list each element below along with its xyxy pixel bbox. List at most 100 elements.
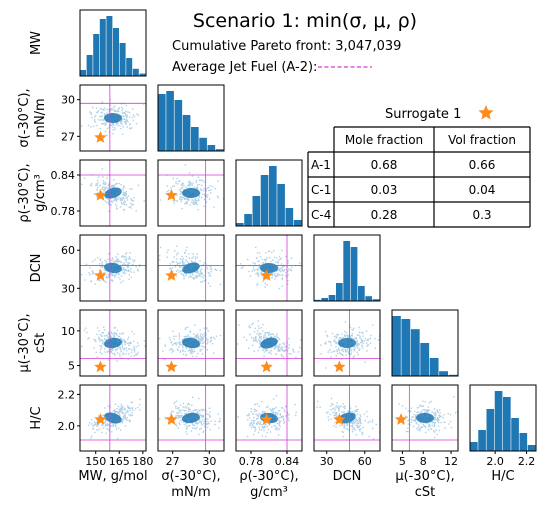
panel-frame [79, 9, 147, 77]
y-tick-label: 0.84 [51, 169, 76, 182]
panel-frame [157, 159, 225, 227]
x-axis-label: σ(-30°C), [161, 469, 220, 484]
histogram-bar [511, 418, 519, 451]
panel-MW-vs-MW [79, 9, 147, 77]
histogram-bar [191, 127, 199, 151]
panel-frame [157, 84, 225, 152]
table-header-cell: Vol fraction [448, 133, 516, 147]
panel-rho-vs-MW: 0.84 0.78 [51, 159, 147, 227]
histogram-bar [252, 196, 261, 226]
histogram-bar [527, 445, 536, 451]
x-axis-label: MW, g/mol [78, 469, 147, 484]
y-tick-label: 2.2 [58, 388, 76, 401]
panel-mu-vs-mu [391, 309, 459, 377]
x-tick-label: 2.2 [518, 455, 536, 468]
panel-rho-vs-sigma [157, 159, 225, 227]
y-tick-label: 0.78 [51, 205, 76, 218]
surrogate-star [94, 413, 107, 425]
x-tick-label: 165 [109, 455, 130, 468]
panel-HC-vs-mu: 5 8 12 [391, 384, 459, 468]
panel-frame [313, 234, 381, 302]
surrogate-star [94, 188, 107, 201]
y-tick-label: 60 [61, 244, 75, 257]
y-axis-label: MW [29, 31, 44, 55]
panel-frame [235, 234, 303, 302]
histogram-bar [86, 55, 93, 76]
y-tick-label: 2.0 [58, 420, 76, 433]
histogram-bar [215, 149, 224, 151]
scatter-core [182, 412, 200, 424]
histogram-bar [106, 16, 113, 76]
panel-DCN-vs-DCN [313, 234, 381, 302]
histogram-bar [420, 343, 430, 376]
table-cell: A-1 [311, 158, 331, 172]
y-axis-label: ρ(-30°C), [17, 163, 32, 222]
histogram-bar [350, 247, 358, 301]
panel-HC-vs-DCN: 30 60 [313, 384, 381, 468]
panel-frame [79, 84, 147, 152]
panel-frame [313, 309, 381, 377]
histogram-bar [410, 329, 420, 376]
x-tick-label: 5 [399, 455, 406, 468]
surrogate-star [333, 360, 346, 373]
panel-DCN-vs-MW: 60 30 [61, 234, 147, 302]
histogram-bar [236, 223, 244, 226]
panel-mu-vs-sigma [157, 309, 225, 377]
histogram-bar [269, 166, 277, 226]
y-axis-label: DCN [29, 254, 44, 283]
table-cell: 0.68 [371, 158, 398, 172]
histogram-bar [429, 358, 439, 376]
x-tick-label: 150 [85, 455, 106, 468]
scatter-core [338, 412, 356, 424]
scatter-core [260, 263, 278, 273]
y-tick-label: 30 [61, 94, 75, 107]
panel-frame [235, 309, 303, 377]
y-tick-label: 10 [61, 325, 75, 338]
panel-mu-vs-DCN [313, 309, 381, 377]
table-header-cell: Mole fraction [345, 133, 423, 147]
panel-HC-vs-HC: 2.0 2.2 [469, 384, 537, 468]
scatter-core [182, 188, 200, 198]
histogram-bar [207, 145, 216, 151]
table-cell: 0.03 [371, 183, 398, 197]
histogram-bar [439, 371, 448, 376]
surrogate-star [165, 188, 178, 201]
y-axis-label: mN/m [33, 98, 48, 137]
panel-sigma-vs-sigma [157, 84, 225, 152]
histogram-bar [392, 316, 401, 376]
histogram-bar [372, 299, 380, 301]
y-axis-label: σ(-30°C), [17, 88, 32, 147]
panel-DCN-vs-sigma [157, 234, 225, 302]
x-axis-label: H/C [491, 469, 514, 484]
scatter-core [104, 113, 122, 123]
x-axis-label: cSt [415, 485, 436, 500]
x-axis-label: mN/m [171, 485, 210, 500]
composition-table: Mole fraction Vol fraction A-1 0.68 0.66 C-1 0… [307, 126, 531, 228]
panel-HC-vs-rho: 0.78 0.84 [235, 384, 303, 468]
y-axis-label: cSt [33, 333, 48, 354]
histogram-bar [519, 433, 528, 451]
panel-sigma-vs-MW: 30 27 [61, 84, 147, 152]
x-axis-label: g/cm³ [250, 485, 288, 500]
panel-frame [79, 159, 147, 227]
histogram-bar [365, 296, 373, 301]
scatter-core [182, 337, 200, 349]
surrogate-star [165, 413, 178, 425]
surrogate-star [394, 413, 408, 425]
pareto-front-label: Cumulative Pareto front: 3,047,039 [172, 39, 401, 54]
histogram-bar [126, 58, 133, 76]
histogram-bar [478, 430, 486, 451]
histogram-bar [199, 137, 207, 151]
histogram-bar [277, 184, 285, 226]
panel-mu-vs-rho [235, 309, 303, 377]
panel-mu-vs-MW: 10 5 [61, 309, 147, 377]
table-cell: 0.3 [472, 208, 491, 222]
histogram-bar [113, 28, 119, 76]
histogram-bar [119, 43, 126, 76]
histogram-bar [260, 175, 269, 226]
histogram-bar [503, 397, 511, 451]
table-cell: C-4 [311, 208, 331, 222]
scatter-points [159, 164, 225, 211]
surrogate-star [333, 413, 346, 425]
